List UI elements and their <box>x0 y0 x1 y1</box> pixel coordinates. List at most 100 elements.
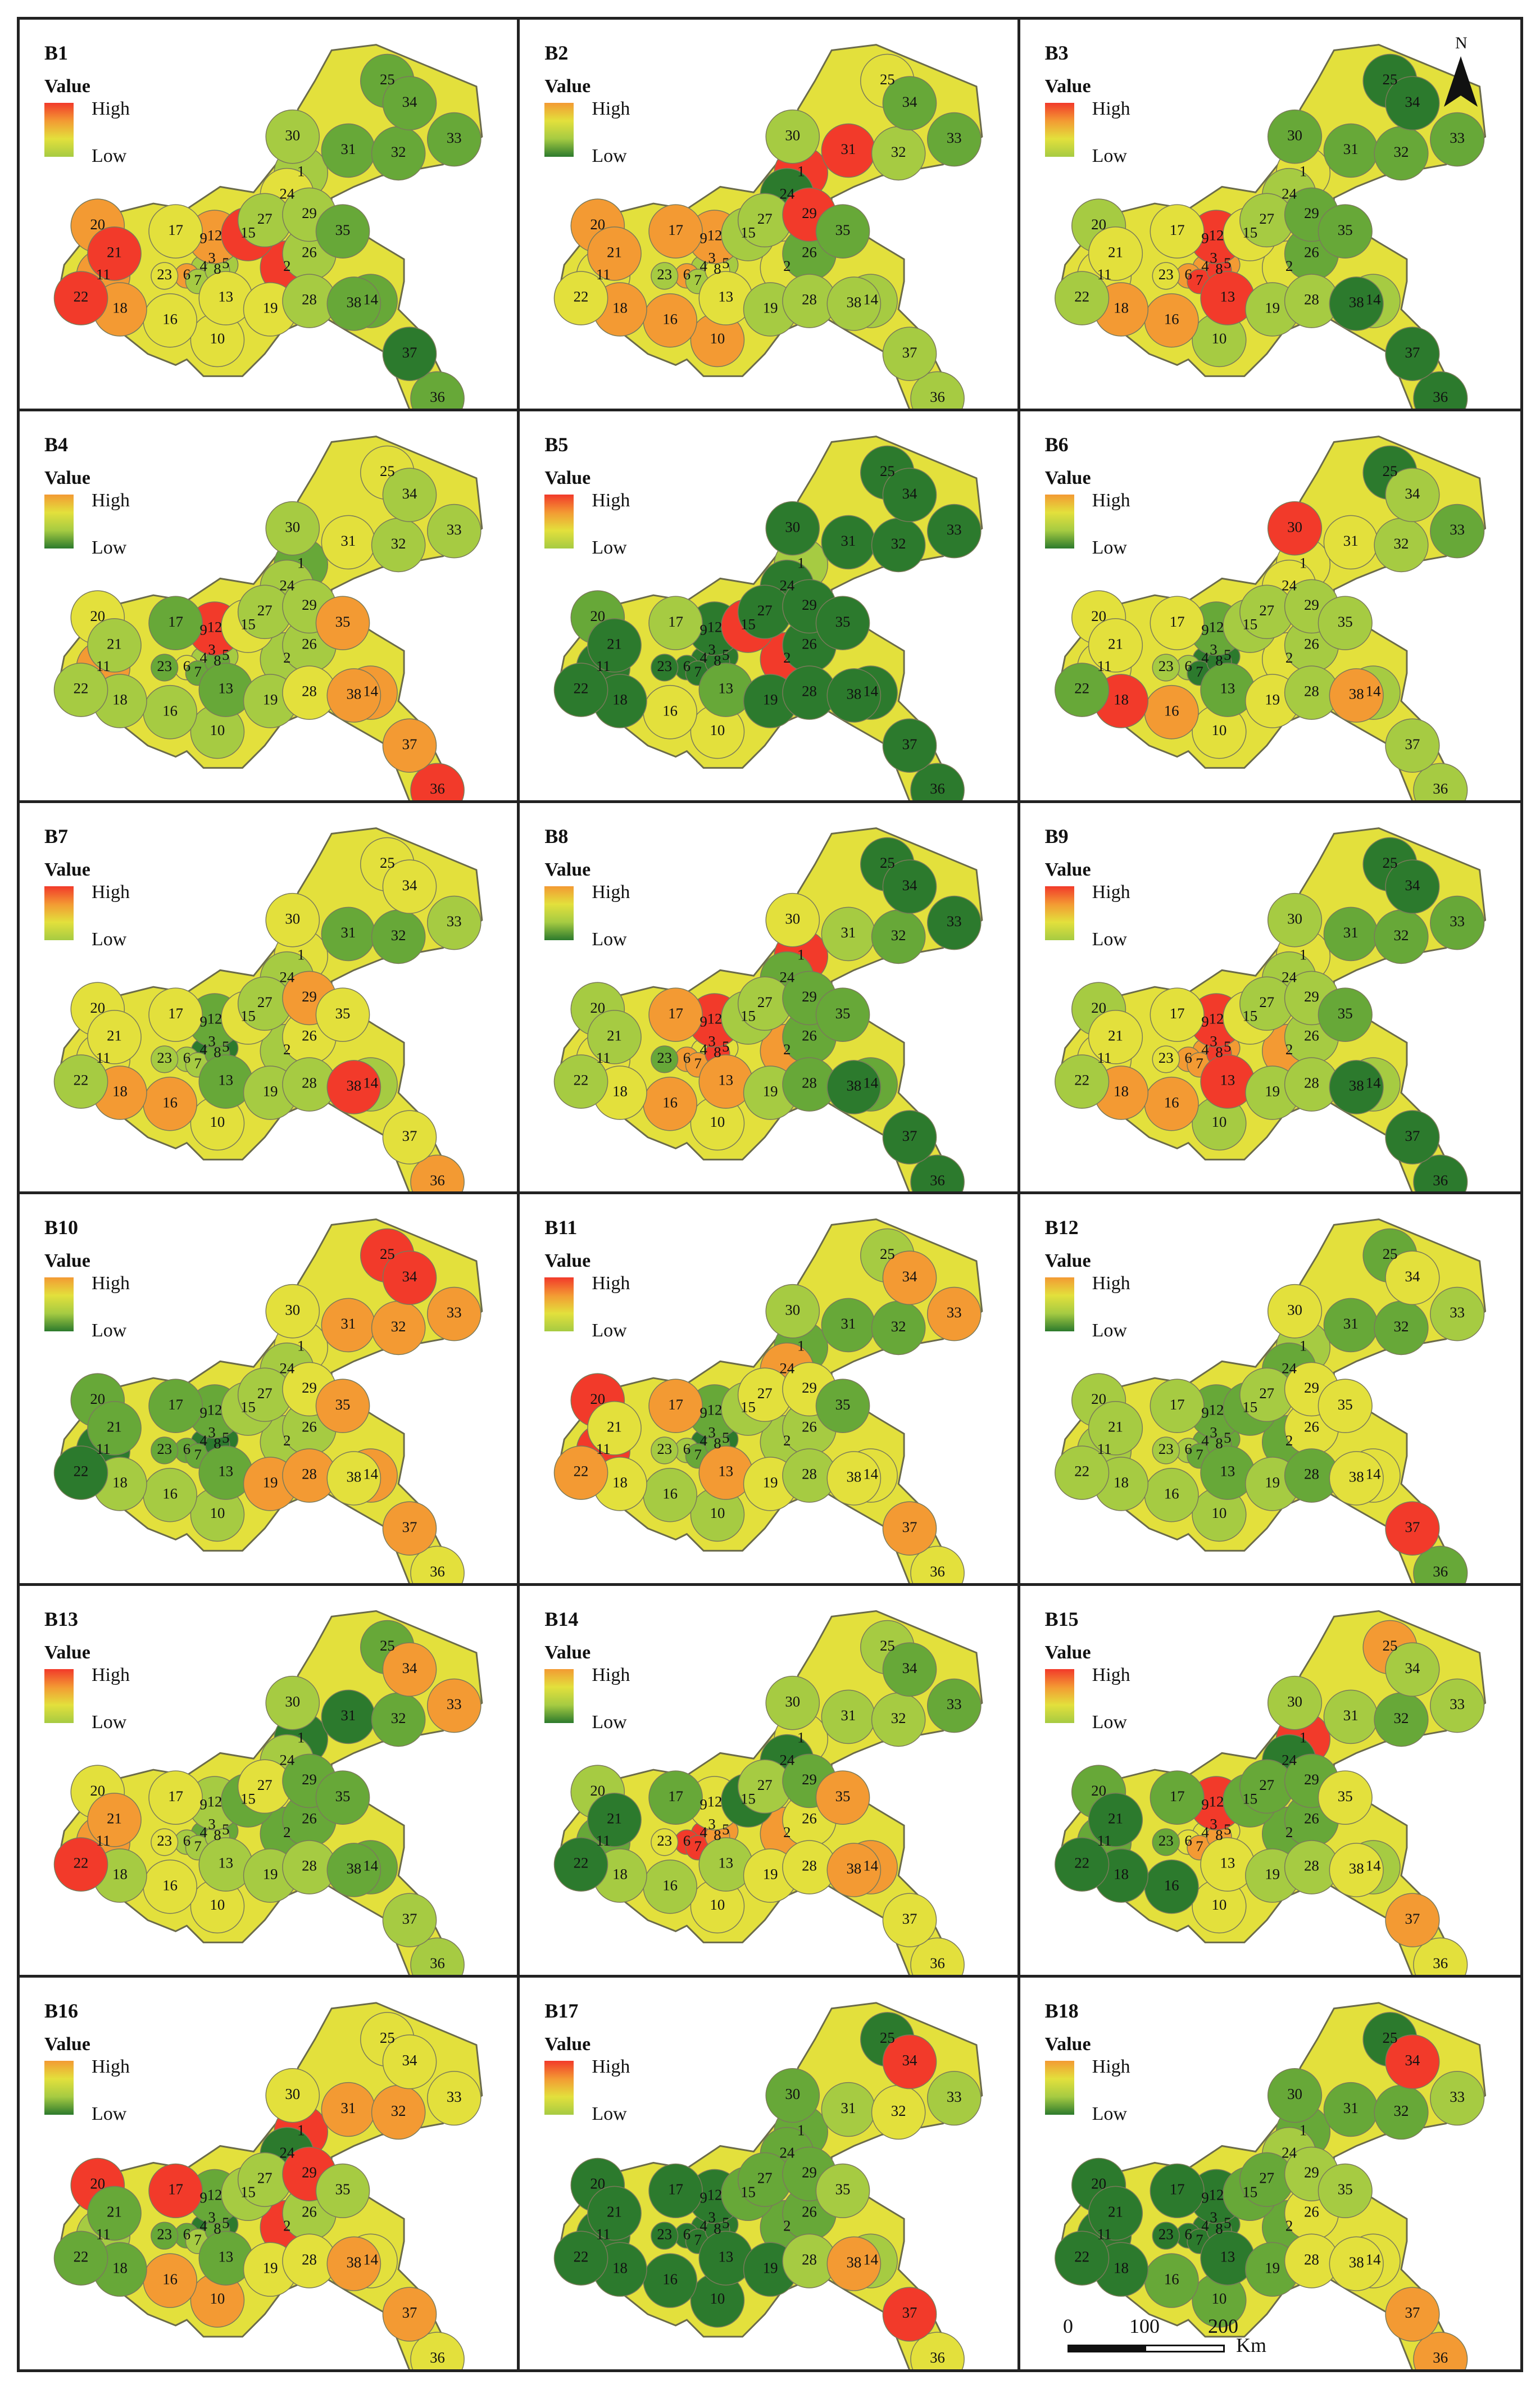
district-label-15: 15 <box>1242 1790 1257 1807</box>
district-label-10: 10 <box>1211 330 1226 347</box>
district-label-19: 19 <box>1265 2259 1280 2276</box>
district-label-16: 16 <box>663 1094 678 1110</box>
district-area-23 <box>151 262 179 290</box>
district-label-33: 33 <box>447 1304 462 1321</box>
district-label-30: 30 <box>1287 1302 1302 1318</box>
district-label-29: 29 <box>302 1771 317 1788</box>
district-label-6: 6 <box>1184 1441 1192 1458</box>
scale-tick-label: 100 <box>1129 2315 1160 2337</box>
legend-low-label: Low <box>92 928 127 950</box>
district-label-30: 30 <box>1287 126 1302 143</box>
district-label-8: 8 <box>213 2220 221 2237</box>
district-label-3: 3 <box>208 1424 215 1441</box>
district-label-34: 34 <box>902 2052 917 2069</box>
district-label-11: 11 <box>596 658 611 674</box>
district-area-38 <box>826 1059 882 1114</box>
district-area-17 <box>648 987 703 1042</box>
district-label-9: 9 <box>1201 1796 1209 1813</box>
district-label-35: 35 <box>335 1788 351 1805</box>
district-label-15: 15 <box>741 1790 756 1807</box>
district-label-20: 20 <box>90 1390 105 1407</box>
legend-color-ramp <box>1044 2061 1074 2115</box>
district-area-34 <box>882 2034 937 2089</box>
district-area-37 <box>1384 327 1440 382</box>
map-legend: Value High Low <box>1044 2034 1180 2135</box>
district-label-15: 15 <box>1242 2184 1257 2201</box>
map-panel-b15: 1 2 3 4 5 6 7 8 9 10 11 12 13 14 15 16 17 18 19 20 21 22 23 24 2… <box>1020 1586 1520 1978</box>
district-label-24: 24 <box>1282 577 1297 593</box>
district-label-28: 28 <box>302 1466 317 1483</box>
district-label-22: 22 <box>74 1071 89 1088</box>
district-label-1: 1 <box>297 1729 305 1746</box>
district-label-29: 29 <box>1304 988 1319 1005</box>
district-area-37 <box>882 1501 937 1556</box>
panel-title: B13 <box>44 1608 79 1631</box>
district-label-4: 4 <box>1201 1824 1209 1841</box>
district-label-10: 10 <box>210 330 225 347</box>
district-label-2: 2 <box>784 1433 791 1449</box>
district-label-22: 22 <box>74 288 89 305</box>
district-label-5: 5 <box>222 255 229 271</box>
legend-high-label: High <box>92 881 130 903</box>
district-label-2: 2 <box>283 1433 290 1449</box>
district-label-19: 19 <box>263 1866 278 1883</box>
district-label-26: 26 <box>302 2204 317 2220</box>
district-label-34: 34 <box>902 93 917 110</box>
district-label-15: 15 <box>1242 1399 1257 1416</box>
district-label-21: 21 <box>107 2204 122 2220</box>
district-label-17: 17 <box>669 1004 684 1021</box>
district-label-33: 33 <box>1450 1696 1465 1713</box>
district-label-14: 14 <box>363 2251 378 2268</box>
district-label-37: 37 <box>1405 344 1420 361</box>
district-label-10: 10 <box>1211 722 1226 738</box>
north-arrow-icon: N <box>1438 34 1483 118</box>
district-area-17 <box>648 1379 703 1434</box>
district-label-22: 22 <box>1074 680 1089 697</box>
district-label-2: 2 <box>784 1824 791 1841</box>
district-label-29: 29 <box>302 988 317 1005</box>
district-label-16: 16 <box>1164 1094 1179 1110</box>
district-label-5: 5 <box>722 1821 729 1838</box>
district-label-24: 24 <box>1282 968 1297 985</box>
district-label-15: 15 <box>240 224 256 241</box>
panel-title: B5 <box>544 433 569 456</box>
map-legend: Value High Low <box>44 76 179 177</box>
district-label-28: 28 <box>1304 1857 1319 1874</box>
district-label-19: 19 <box>263 1474 278 1491</box>
district-area-21 <box>587 1401 642 1456</box>
district-label-9: 9 <box>700 1404 707 1421</box>
district-label-22: 22 <box>74 1463 89 1480</box>
legend-high-label: High <box>592 881 630 903</box>
district-area-23 <box>151 1828 179 1856</box>
district-label-13: 13 <box>218 288 233 305</box>
district-label-16: 16 <box>663 1485 678 1502</box>
district-label-38: 38 <box>847 1860 862 1877</box>
district-label-29: 29 <box>302 596 317 613</box>
district-label-27: 27 <box>257 1385 272 1402</box>
district-label-27: 27 <box>257 1776 272 1793</box>
legend-color-ramp <box>1044 886 1074 940</box>
legend-low-label: Low <box>592 146 627 166</box>
district-label-17: 17 <box>168 221 183 238</box>
district-area-21 <box>1088 226 1143 281</box>
district-label-18: 18 <box>112 691 128 708</box>
district-label-14: 14 <box>864 291 879 308</box>
district-label-14: 14 <box>864 683 879 700</box>
district-label-29: 29 <box>302 205 317 221</box>
district-label-19: 19 <box>763 1082 778 1099</box>
map-legend: Value High Low <box>544 468 679 569</box>
district-label-32: 32 <box>391 143 406 160</box>
district-area-17 <box>1150 596 1205 650</box>
district-area-21 <box>1088 1793 1143 1847</box>
district-area-34 <box>1384 468 1440 522</box>
district-label-21: 21 <box>107 1027 122 1044</box>
district-label-29: 29 <box>802 596 817 613</box>
district-label-36: 36 <box>430 1563 445 1580</box>
district-label-26: 26 <box>302 1418 317 1435</box>
district-label-36: 36 <box>930 1955 946 1971</box>
district-label-38: 38 <box>847 2254 862 2270</box>
panel-title: B16 <box>44 2000 79 2023</box>
district-label-9: 9 <box>199 230 207 247</box>
district-label-10: 10 <box>1211 1896 1226 1913</box>
